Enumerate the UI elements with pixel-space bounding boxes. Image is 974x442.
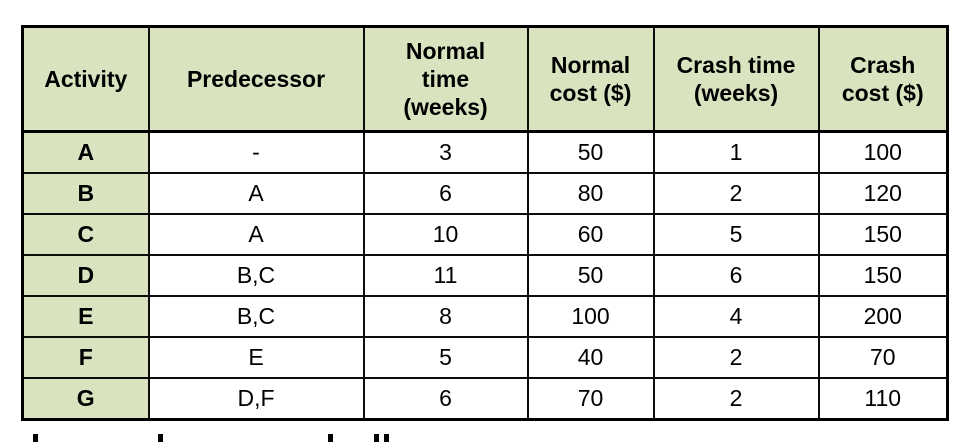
data-cell: 100 xyxy=(526,295,655,338)
activity-cell: B xyxy=(21,172,150,215)
column-header-5: Crash cost ($) xyxy=(817,25,949,133)
table-row: A -3 50 1 100 xyxy=(21,130,949,174)
cutoff-letter-fragment xyxy=(158,434,163,442)
data-cell: 5 xyxy=(362,336,529,379)
data-cell: 6 xyxy=(652,254,820,297)
data-cell: 5 xyxy=(652,213,820,256)
data-cell: 150 xyxy=(817,213,949,256)
data-cell: 11 xyxy=(362,254,529,297)
data-cell: 50 xyxy=(526,130,655,174)
column-header-1: Predecessor xyxy=(147,25,365,133)
table-row: F E 5 40 2 70 xyxy=(21,336,949,379)
activity-cell: E xyxy=(21,295,150,338)
data-cell: A xyxy=(147,172,365,215)
cutoff-letter-fragment xyxy=(374,434,379,442)
cutoff-letter-fragment xyxy=(384,434,389,442)
data-cell: 2 xyxy=(652,377,820,421)
data-cell: 2 xyxy=(652,172,820,215)
activity-cell: G xyxy=(21,377,150,421)
data-cell: 120 xyxy=(817,172,949,215)
cutoff-text-line xyxy=(0,433,974,442)
data-cell: B,C xyxy=(147,254,365,297)
data-cell: 3 xyxy=(362,130,529,174)
cutoff-letter-fragment xyxy=(33,434,38,442)
column-header-4: Crash time (weeks) xyxy=(652,25,820,133)
data-cell: 50 xyxy=(526,254,655,297)
data-cell: 40 xyxy=(526,336,655,379)
activity-cell: D xyxy=(21,254,150,297)
data-cell: 100 xyxy=(817,130,949,174)
table-row: C A 10 60 5 150 xyxy=(21,213,949,256)
data-cell: 1 xyxy=(652,130,820,174)
table-row: E B,C 8 100 4 200 xyxy=(21,295,949,338)
header-row: Activity Predecessor Normal time (weeks) No… xyxy=(21,25,949,133)
data-cell: B,C xyxy=(147,295,365,338)
data-cell: 8 xyxy=(362,295,529,338)
data-cell: 60 xyxy=(526,213,655,256)
column-header-3: Normal cost ($) xyxy=(526,25,655,133)
table-row: D B,C 11 50 6 150 xyxy=(21,254,949,297)
data-cell: A xyxy=(147,213,365,256)
data-cell: D,F xyxy=(147,377,365,421)
table-row: G D,F 6 70 2 110 xyxy=(21,377,949,421)
cutoff-letter-fragment xyxy=(328,434,333,442)
column-header-2: Normal time (weeks) xyxy=(362,25,529,133)
table-body: A -3 50 1 100 B A 6 80 2 120 C A 10 60 5 150 D B,C 11 50 6 150… xyxy=(21,130,949,421)
activity-cell: C xyxy=(21,213,150,256)
data-cell: 200 xyxy=(817,295,949,338)
table-row: B A 6 80 2 120 xyxy=(21,172,949,215)
activity-cell: A xyxy=(21,130,150,174)
data-cell: 70 xyxy=(817,336,949,379)
activity-cell: F xyxy=(21,336,150,379)
data-cell: 80 xyxy=(526,172,655,215)
data-cell: 10 xyxy=(362,213,529,256)
data-cell: 6 xyxy=(362,377,529,421)
activity-crash-cost-table: Activity Predecessor Normal time (weeks) No… xyxy=(21,25,949,421)
data-cell: 110 xyxy=(817,377,949,421)
data-cell: 6 xyxy=(362,172,529,215)
data-cell: E xyxy=(147,336,365,379)
data-cell: 150 xyxy=(817,254,949,297)
data-cell: 70 xyxy=(526,377,655,421)
data-cell: 2 xyxy=(652,336,820,379)
data-cell: 4 xyxy=(652,295,820,338)
column-header-0: Activity xyxy=(21,25,150,133)
data-cell: - xyxy=(147,130,365,174)
